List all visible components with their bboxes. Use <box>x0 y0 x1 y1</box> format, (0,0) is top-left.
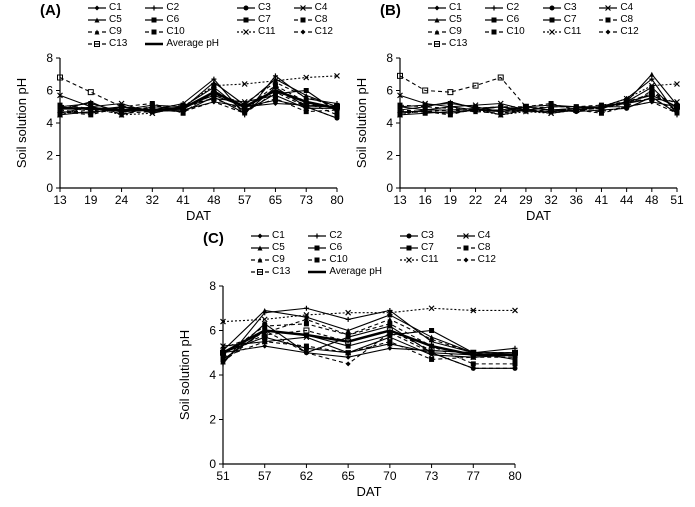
svg-text:Soil solution pH: Soil solution pH <box>354 78 369 168</box>
svg-text:22: 22 <box>469 193 483 207</box>
svg-text:65: 65 <box>341 469 355 483</box>
svg-text:13: 13 <box>53 193 67 207</box>
svg-text:29: 29 <box>519 193 533 207</box>
svg-text:77: 77 <box>467 469 481 483</box>
svg-text:6: 6 <box>209 324 216 338</box>
svg-text:2: 2 <box>46 149 53 163</box>
svg-text:48: 48 <box>207 193 221 207</box>
svg-text:8: 8 <box>46 51 53 65</box>
svg-text:51: 51 <box>216 469 230 483</box>
svg-text:6: 6 <box>46 84 53 98</box>
svg-text:24: 24 <box>115 193 129 207</box>
svg-text:DAT: DAT <box>356 484 381 499</box>
svg-text:0: 0 <box>386 181 393 195</box>
svg-text:24: 24 <box>494 193 508 207</box>
svg-text:6: 6 <box>386 84 393 98</box>
panel-b: (B) C1C2C3C4C5C6C7C8C9C10C11C12C13 02468… <box>352 2 687 224</box>
svg-text:19: 19 <box>444 193 458 207</box>
svg-text:57: 57 <box>258 469 272 483</box>
panel-a-chart: 0246813192432414857657380Soil solution p… <box>12 2 347 224</box>
svg-text:36: 36 <box>570 193 584 207</box>
svg-text:DAT: DAT <box>186 208 211 223</box>
svg-text:80: 80 <box>330 193 344 207</box>
svg-text:73: 73 <box>425 469 439 483</box>
svg-text:32: 32 <box>146 193 160 207</box>
panel-c: (C) C1C2C3C4C5C6C7C8C9C10C11C12C13Averag… <box>175 230 525 500</box>
svg-text:16: 16 <box>419 193 433 207</box>
panel-b-chart: 02468131619222429323641444851Soil soluti… <box>352 2 687 224</box>
svg-text:41: 41 <box>595 193 609 207</box>
svg-text:57: 57 <box>238 193 252 207</box>
svg-text:19: 19 <box>84 193 98 207</box>
svg-text:4: 4 <box>209 368 216 382</box>
svg-text:4: 4 <box>46 116 53 130</box>
panel-a: (A) C1C2C3C4C5C6C7C8C9C10C11C12C13Averag… <box>12 2 347 224</box>
svg-text:8: 8 <box>209 279 216 293</box>
panel-c-chart: 0 2 4 6 8 51 57 62 65 70 73 77 80 Soil solution pH DAT <box>175 230 525 500</box>
svg-text:0: 0 <box>46 181 53 195</box>
svg-text:13: 13 <box>393 193 407 207</box>
svg-text:48: 48 <box>645 193 659 207</box>
svg-text:0: 0 <box>209 457 216 471</box>
svg-text:Soil solution pH: Soil solution pH <box>177 330 192 420</box>
svg-text:65: 65 <box>269 193 283 207</box>
svg-text:32: 32 <box>544 193 558 207</box>
svg-text:80: 80 <box>508 469 522 483</box>
svg-text:2: 2 <box>209 413 216 427</box>
svg-text:70: 70 <box>383 469 397 483</box>
svg-text:73: 73 <box>300 193 314 207</box>
svg-text:41: 41 <box>176 193 190 207</box>
svg-text:4: 4 <box>386 116 393 130</box>
svg-text:DAT: DAT <box>526 208 551 223</box>
svg-text:Soil solution pH: Soil solution pH <box>14 78 29 168</box>
svg-text:51: 51 <box>670 193 684 207</box>
svg-text:2: 2 <box>386 149 393 163</box>
svg-text:62: 62 <box>300 469 314 483</box>
svg-text:8: 8 <box>386 51 393 65</box>
svg-text:44: 44 <box>620 193 634 207</box>
